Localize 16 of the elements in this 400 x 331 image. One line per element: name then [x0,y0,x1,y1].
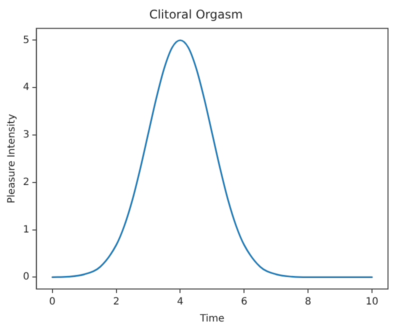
x-tick-label: 6 [240,296,248,308]
x-tick-label: 4 [177,296,184,308]
chart-title: Clitoral Orgasm [149,7,243,22]
y-tick-label: 2 [22,176,30,188]
x-tick-label: 0 [49,296,56,308]
y-tick-label: 5 [22,34,30,46]
y-axis-title: Pleasure Intensity [6,114,18,204]
y-tick-label: 1 [22,224,30,236]
x-tick-label: 10 [366,296,378,308]
x-axis-title: Time [198,314,224,325]
line-series [52,39,373,278]
y-tick-label: 0 [22,272,30,283]
x-tick-label: 8 [304,296,312,308]
x-tick-label: 2 [113,296,120,308]
y-tick-label: 4 [22,82,30,94]
y-tick-label: 3 [22,130,30,141]
